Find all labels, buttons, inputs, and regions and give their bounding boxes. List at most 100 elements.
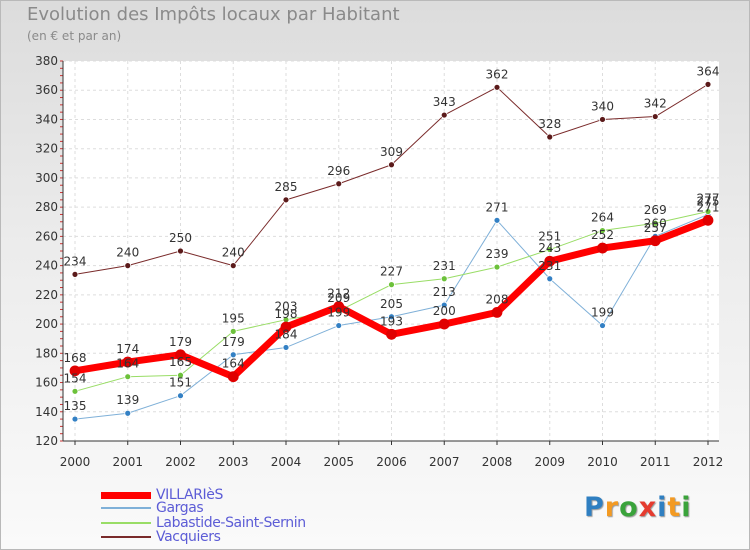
logo-letter: r: [604, 492, 620, 523]
logo-letter: x: [638, 492, 658, 523]
data-label-gargas: 275: [697, 194, 720, 208]
data-label-gargas: 139: [116, 393, 139, 407]
data-point-gargas: [599, 322, 606, 329]
legend-item-labastide: Labastide-Saint-Sernin: [101, 516, 306, 530]
data-point-labastide-saint-sernin: [177, 371, 184, 379]
y-tick-label: 380: [35, 54, 58, 68]
data-label-labastide-saint-sernin: 251: [538, 230, 561, 244]
legend-swatch-vacquiers: [101, 536, 151, 538]
data-label-villari-s: 200: [433, 304, 456, 318]
y-tick-label: 220: [35, 288, 58, 302]
logo-letter: o: [619, 492, 639, 523]
data-label-vacquiers: 364: [697, 64, 720, 78]
data-point-vacquiers: [177, 247, 184, 255]
legend-swatch-labastide: [101, 522, 151, 524]
data-point-villari-s: [597, 242, 608, 254]
data-label-gargas: 151: [169, 376, 192, 390]
y-tick-label: 300: [35, 171, 58, 185]
data-label-labastide-saint-sernin: 231: [433, 259, 456, 273]
legend-label-gargas: Gargas: [156, 500, 204, 516]
legend-item-villaries: VILLARIèS: [101, 488, 223, 502]
data-label-gargas: 205: [380, 297, 403, 311]
data-label-villari-s: 193: [380, 314, 403, 328]
data-point-villari-s: [649, 235, 661, 247]
x-tick-label: 2002: [165, 455, 196, 469]
chart-title: Evolution des Impôts locaux par Habitant: [27, 4, 400, 25]
data-point-villari-s: [333, 301, 345, 312]
data-label-gargas: 260: [644, 216, 667, 230]
data-point-gargas: [229, 351, 237, 359]
data-label-villari-s: 168: [64, 351, 87, 365]
data-point-gargas: [71, 415, 79, 423]
data-point-gargas: [493, 216, 501, 224]
axis-layer: 120 140 160 180 200 220 240 260 280 300 320 340 360 3…: [35, 54, 723, 469]
x-tick-label: 2001: [112, 455, 143, 469]
data-point-gargas: [177, 392, 184, 400]
data-point-villari-s: [386, 328, 397, 340]
grid-layer: [63, 60, 719, 442]
data-point-villari-s: [175, 349, 186, 361]
x-tick-label: 2007: [429, 455, 460, 469]
data-label-labastide-saint-sernin: 264: [591, 211, 614, 225]
data-point-villari-s: [122, 356, 134, 368]
x-tick-label: 2011: [640, 455, 671, 469]
data-label-gargas: 271: [486, 200, 509, 214]
x-tick-label: 2012: [693, 455, 724, 469]
data-label-villari-s: 164: [222, 357, 245, 371]
y-tick-label: 120: [35, 434, 58, 448]
y-tick-label: 260: [35, 229, 58, 243]
data-point-labastide-saint-sernin: [704, 208, 712, 215]
data-point-labastide-saint-sernin: [388, 281, 395, 289]
y-tick-label: 240: [35, 259, 58, 273]
data-point-vacquiers: [651, 113, 659, 120]
data-label-gargas: 199: [327, 306, 350, 320]
x-tick-label: 2003: [218, 455, 249, 469]
data-point-gargas: [335, 322, 343, 329]
data-point-vacquiers: [229, 262, 237, 270]
data-label-villari-s: 257: [644, 221, 667, 235]
legend-item-vacquiers: Vacquiers: [101, 529, 221, 545]
y-tick-label: 160: [35, 376, 58, 390]
y-tick-label: 180: [35, 346, 58, 360]
logo-letter: P: [584, 492, 605, 523]
data-label-villari-s: 243: [538, 241, 561, 255]
data-label-vacquiers: 342: [644, 97, 667, 111]
y-tick-label: 340: [35, 112, 58, 126]
data-point-labastide-saint-sernin: [599, 227, 606, 234]
data-label-vacquiers: 285: [275, 180, 298, 194]
data-point-vacquiers: [599, 116, 606, 123]
x-tick-label: 2009: [534, 455, 565, 469]
data-label-labastide-saint-sernin: 154: [64, 371, 87, 385]
data-point-villari-s: [491, 306, 503, 318]
data-point-vacquiers: [124, 262, 132, 270]
data-label-vacquiers: 328: [538, 117, 561, 131]
data-label-villari-s: 174: [116, 342, 139, 356]
series-layer: [69, 80, 714, 423]
data-label-labastide-saint-sernin: 227: [380, 265, 403, 279]
data-point-vacquiers: [388, 161, 395, 169]
logo-letter: t: [667, 492, 682, 523]
proxiti-logo: Proxiti: [584, 492, 692, 523]
data-label-gargas: 199: [591, 306, 614, 320]
data-label-labastide-saint-sernin: 195: [222, 311, 245, 325]
data-label-vacquiers: 340: [591, 99, 614, 113]
data-label-labastide-saint-sernin: 203: [275, 300, 298, 314]
data-label-labastide-saint-sernin: 277: [697, 192, 720, 206]
y-tick-label: 360: [35, 83, 58, 97]
data-point-labastide-saint-sernin: [651, 219, 659, 227]
legend-item-gargas: Gargas: [101, 500, 204, 516]
x-tick-label: 2004: [271, 455, 302, 469]
data-point-villari-s: [438, 318, 450, 330]
data-label-labastide-saint-sernin: 164: [116, 357, 139, 371]
data-label-gargas: 231: [538, 259, 561, 273]
data-label-vacquiers: 240: [116, 246, 139, 260]
legend-label-vacquiers: Vacquiers: [156, 529, 221, 545]
plot-area: [63, 61, 719, 441]
data-label-vacquiers: 343: [433, 95, 456, 109]
data-label-villari-s: 271: [697, 200, 720, 214]
data-point-labastide-saint-sernin: [493, 263, 501, 271]
chart-subtitle: (en € et par an): [27, 29, 122, 43]
y-tick-label: 320: [35, 142, 58, 156]
data-point-vacquiers: [493, 83, 501, 91]
data-label-gargas: 179: [222, 335, 245, 349]
